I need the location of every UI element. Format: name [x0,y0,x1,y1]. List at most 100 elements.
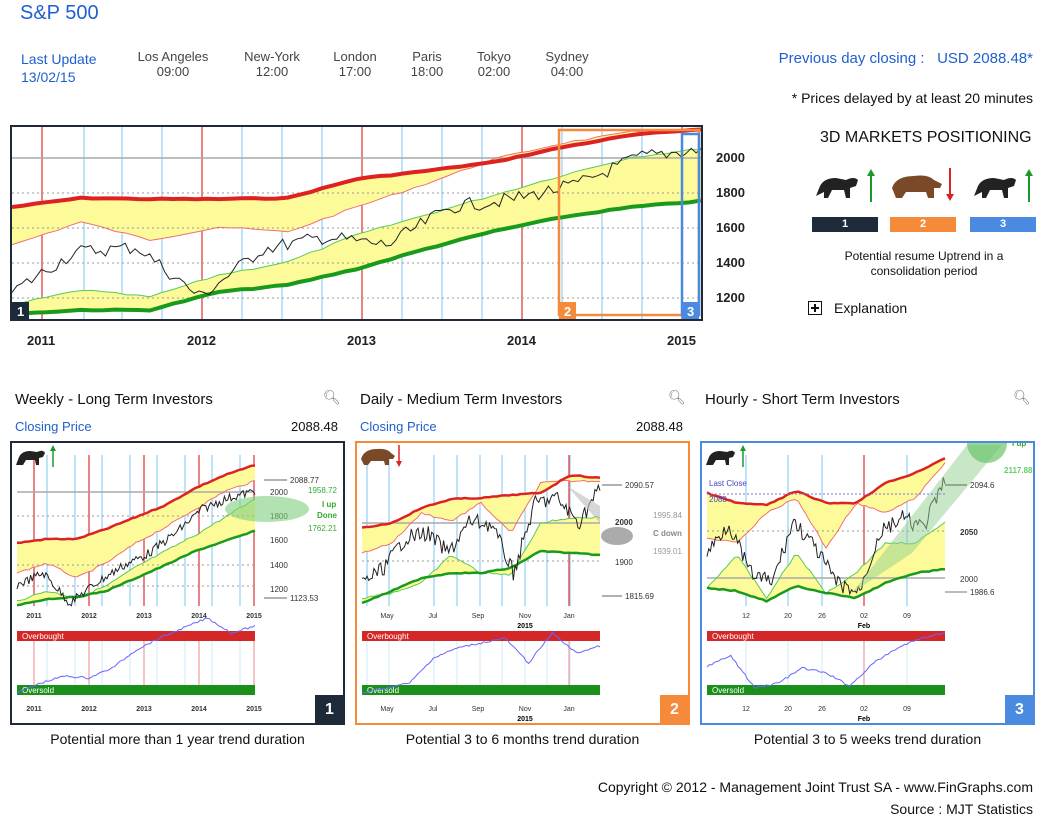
x-tick: Sep [472,706,485,713]
city-los-angeles: Los Angeles 09:00 [137,49,209,79]
last-update-label: Last Update [21,51,97,67]
y-tick: 2000 [270,488,288,497]
oscillator-line [361,631,601,694]
x-tick: 02 [860,706,868,713]
x-tick: 2013 [136,706,152,713]
bull-icon [706,450,735,465]
bull-icon [974,178,1016,198]
upper-line [361,474,601,529]
upper-line [16,464,256,545]
zoom-icon[interactable]: 🔍︎ [323,389,341,405]
page-title: S&P 500 [20,2,99,24]
signal-label: I up [1012,443,1026,448]
price-line [11,147,702,296]
panel-badge: 1 [315,695,344,724]
main-chart[interactable]: 1 2 3 [10,125,703,321]
x-tick: 2012 [81,706,97,713]
city-sydney: Sydney 04:00 [545,49,589,79]
last-close-label: Last Close [709,479,747,488]
last-close-value: 2088 [709,495,727,504]
oscillator-line [706,631,946,690]
closing-price-link[interactable]: Closing Price [15,419,92,434]
y-tick: 2000 [716,150,745,165]
panel-caption: Potential more than 1 year trend duratio… [50,731,305,747]
oversold-label: Oversold [367,686,399,695]
zone-badge-label: 3 [687,304,694,319]
signal-label: I up [322,500,336,509]
lower-inner-line [16,499,256,602]
x-tick: Jul [429,706,438,713]
y-tick: 1600 [270,536,288,545]
last-update: Last Update 13/02/15 [21,50,97,86]
x-tick: Jul [429,613,438,620]
bull-icon [16,450,45,465]
closing-price-link[interactable]: Closing Price [360,419,437,434]
arrow-down-icon [946,168,954,201]
x-tick: 09 [903,706,911,713]
x-tick: May [380,706,394,713]
closing-price-value: 2088.48 [636,419,683,434]
signal-label: C down [653,529,682,538]
lower-band [17,499,255,606]
zone-badge [559,302,576,319]
target-high-value: 2117.88 [1004,466,1033,475]
x-tick: 26 [818,706,826,713]
bear-icon [361,448,395,465]
plus-icon[interactable] [808,301,822,315]
x-tick: 2011 [26,706,41,713]
target-high-value: 1995.84 [653,511,682,520]
explanation-toggle[interactable]: Explanation [808,300,907,316]
oscillator-line [16,617,256,695]
x-tick: 02 [860,613,868,620]
overbought-label: Overbought [22,632,65,641]
overbought-bar [362,631,600,641]
y-tick: 1400 [270,561,288,570]
arrow-up-icon [50,445,56,451]
panel-title-weekly: Weekly - Long Term Investors [15,391,213,408]
x-tick: 2014 [191,613,207,620]
daily-chart[interactable]: 2000 1900 May Jul Sep Nov Jan May Jul Sep Nov Jan 20… [355,441,690,725]
panel-badge: 2 [660,695,689,724]
x-tick: 20 [784,706,792,713]
upper-inner-line [11,129,702,246]
oversold-bar [17,685,255,695]
positioning-badge-1: 1 [812,217,878,232]
upper-band [17,465,255,577]
x-tick: Nov [519,613,532,620]
x-tick: 2015 [667,333,696,348]
zoom-icon[interactable]: 🔍︎ [668,389,686,405]
oversold-label: Oversold [712,686,744,695]
high-value: 2094.6 [970,481,995,490]
lower-line [11,198,702,317]
bear-icon [892,175,942,198]
y-tick: 2000 [960,575,978,584]
y-tick: 1600 [716,220,745,235]
upper-line [11,127,702,209]
upper-inner-line [706,462,946,550]
overbought-bar [17,631,255,641]
y-tick: 1200 [716,290,745,305]
price-line [16,488,256,607]
zoom-icon[interactable]: 🔍︎ [1013,389,1031,405]
overbought-label: Overbought [712,632,755,641]
panel-caption: Potential 3 to 5 weeks trend duration [753,731,982,747]
upper-inner-line [16,480,256,578]
weekly-chart[interactable]: 2000180016001400120020112012201320142015… [10,441,345,725]
high-value: 2088.77 [290,476,319,485]
x-tick: Sep [472,613,485,620]
low-value: 1123.53 [290,594,319,603]
hourly-chart[interactable]: 2050 2000 12 20 26 02 09 12 20 26 02 09 Feb Feb Overbo… [700,423,1035,725]
x-subtick: 2015 [517,716,533,723]
zone-badge-label: 2 [564,304,571,319]
oversold-bar [707,685,945,695]
overbought-bar [707,631,945,641]
city-london: London 17:00 [333,49,377,79]
x-tick: 2014 [507,333,536,348]
explanation-label[interactable]: Explanation [834,300,908,316]
upper-line [706,457,946,507]
target-low-value: 1762.21 [308,524,337,533]
arrow-up-icon [867,169,875,202]
x-tick: 2013 [347,333,376,348]
x-tick: 2015 [246,706,262,713]
panel-title-hourly: Hourly - Short Term Investors [705,391,900,408]
